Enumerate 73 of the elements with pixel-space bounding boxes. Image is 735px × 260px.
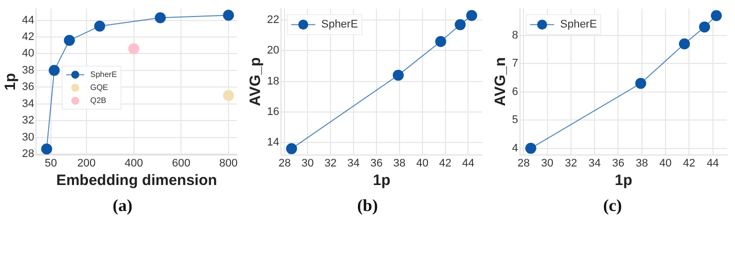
x-tick-label: 44 <box>462 157 474 170</box>
x-axis-title: 1p <box>372 172 390 190</box>
point <box>128 43 140 54</box>
y-tick-label: 16 <box>266 106 280 118</box>
point <box>41 143 52 154</box>
point <box>392 70 404 81</box>
x-tick-label: 42 <box>683 157 696 170</box>
x-tick-label: 800 <box>219 157 238 170</box>
x-tick-label: 34 <box>588 157 601 170</box>
legend-label: SpherE <box>321 18 358 31</box>
y-axis-title: 1p <box>2 72 20 90</box>
point <box>525 142 536 154</box>
x-tick-label: 40 <box>416 157 428 170</box>
y-tick-label: 38 <box>22 64 34 76</box>
x-tick-label: 400 <box>124 157 143 170</box>
x-tick-label: 36 <box>612 157 624 170</box>
point <box>94 20 106 32</box>
x-tick-label: 32 <box>324 157 337 170</box>
point <box>286 143 298 154</box>
x-tick-label: 50 <box>44 157 58 170</box>
text: (a) <box>112 196 134 216</box>
y-tick-label: 6 <box>512 86 518 98</box>
y-tick-label: 7 <box>512 58 518 70</box>
text: (c) <box>602 196 623 216</box>
point <box>678 38 690 50</box>
x-tick-label: 30 <box>301 157 314 170</box>
y-tick-label: 44 <box>22 14 34 26</box>
y-tick-label: 18 <box>266 75 280 88</box>
x-tick-label: 200 <box>77 157 96 170</box>
legend-label: GQE <box>90 82 108 92</box>
y-tick-label: 42 <box>22 31 34 44</box>
point <box>64 34 75 46</box>
x-tick-label: 600 <box>172 157 190 170</box>
x-tick-label: 38 <box>393 157 406 170</box>
y-axis-title: AVG_n <box>492 57 510 106</box>
y-tick-label: 32 <box>22 114 34 127</box>
y-tick-label: 8 <box>512 29 518 42</box>
point <box>435 36 446 48</box>
y-tick-label: 14 <box>266 136 280 149</box>
x-tick-label: 30 <box>541 157 554 170</box>
y-tick-label: 30 <box>22 131 34 144</box>
point <box>710 10 722 22</box>
x-tick-label: 32 <box>564 157 578 170</box>
y-tick-label: 28 <box>22 148 34 160</box>
legend-label: SpherE <box>90 70 117 79</box>
text: (b) <box>356 196 379 216</box>
x-tick-label: 34 <box>347 157 360 170</box>
y-tick-label: 4 <box>512 142 518 154</box>
x-axis-title: Embedding dimension <box>56 172 218 190</box>
point <box>466 10 478 21</box>
point <box>154 12 166 24</box>
y-tick-label: 5 <box>512 114 518 126</box>
point <box>222 10 234 21</box>
y-axis-title: AVG_p <box>247 57 264 106</box>
legend-label: Q2B <box>90 96 106 105</box>
point <box>635 78 646 89</box>
point <box>222 90 234 101</box>
x-tick-label: 44 <box>706 157 719 170</box>
x-tick-label: 40 <box>659 157 672 170</box>
y-tick-label: 20 <box>266 44 280 57</box>
x-axis-title: 1p <box>614 172 632 190</box>
y-tick-label: 40 <box>22 48 34 60</box>
x-tick-label: 36 <box>370 157 383 170</box>
y-tick-label: 36 <box>22 81 34 94</box>
x-tick-label: 42 <box>439 157 452 170</box>
point <box>454 19 466 30</box>
x-tick-label: 28 <box>278 157 291 170</box>
y-tick-label: 34 <box>22 98 34 110</box>
x-tick-label: 38 <box>636 157 648 170</box>
legend-label: SpherE <box>560 18 597 31</box>
point <box>699 21 710 32</box>
point <box>48 64 60 76</box>
y-tick-label: 22 <box>266 14 280 26</box>
